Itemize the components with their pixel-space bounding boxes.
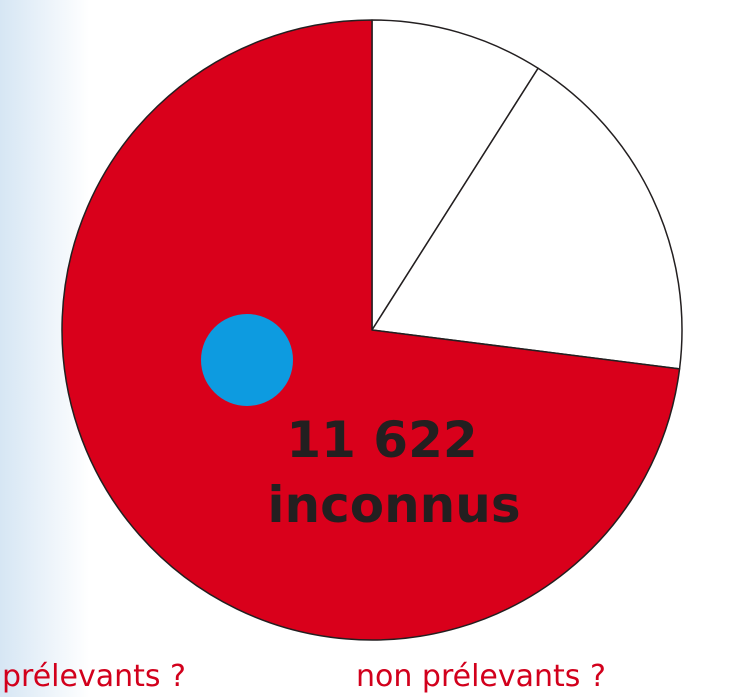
label: non prélevants ? xyxy=(356,659,606,694)
pie-slice xyxy=(371,67,683,370)
pie-slice xyxy=(371,19,539,331)
pie xyxy=(61,19,683,641)
annotation: 11 622 xyxy=(286,411,477,469)
label: prélevants ? xyxy=(2,659,186,694)
pie-slice xyxy=(61,19,681,641)
blue-dot xyxy=(201,314,293,406)
annotation: inconnus xyxy=(267,476,520,534)
